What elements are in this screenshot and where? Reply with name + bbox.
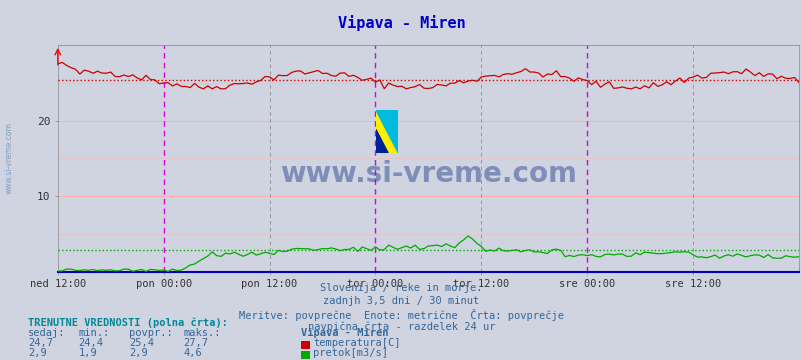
Text: 1,9: 1,9 [79, 348, 97, 358]
Text: 4,6: 4,6 [183, 348, 201, 358]
Text: TRENUTNE VREDNOSTI (polna črta):: TRENUTNE VREDNOSTI (polna črta): [28, 318, 228, 328]
Text: zadnjh 3,5 dni / 30 minut: zadnjh 3,5 dni / 30 minut [323, 296, 479, 306]
Polygon shape [375, 110, 398, 153]
Text: min.:: min.: [79, 328, 110, 338]
Text: Vipava - Miren: Vipava - Miren [337, 15, 465, 31]
Text: pretok[m3/s]: pretok[m3/s] [313, 348, 387, 358]
Text: 24,7: 24,7 [28, 338, 53, 348]
Text: 24,4: 24,4 [79, 338, 103, 348]
Text: Meritve: povprečne  Enote: metrične  Črta: povprečje: Meritve: povprečne Enote: metrične Črta:… [239, 309, 563, 320]
Text: 25,4: 25,4 [129, 338, 154, 348]
Text: sedaj:: sedaj: [28, 328, 66, 338]
Text: temperatura[C]: temperatura[C] [313, 338, 400, 348]
Text: www.si-vreme.com: www.si-vreme.com [280, 160, 576, 188]
Text: www.si-vreme.com: www.si-vreme.com [4, 122, 14, 194]
Polygon shape [375, 129, 387, 153]
Text: 27,7: 27,7 [183, 338, 208, 348]
Text: 2,9: 2,9 [28, 348, 47, 358]
Text: 2,9: 2,9 [129, 348, 148, 358]
Text: navpična črta - razdelek 24 ur: navpična črta - razdelek 24 ur [307, 321, 495, 332]
Text: povpr.:: povpr.: [129, 328, 172, 338]
Text: Slovenija / reke in morje.: Slovenija / reke in morje. [320, 283, 482, 293]
Text: Vipava - Miren: Vipava - Miren [301, 328, 388, 338]
Text: maks.:: maks.: [183, 328, 221, 338]
